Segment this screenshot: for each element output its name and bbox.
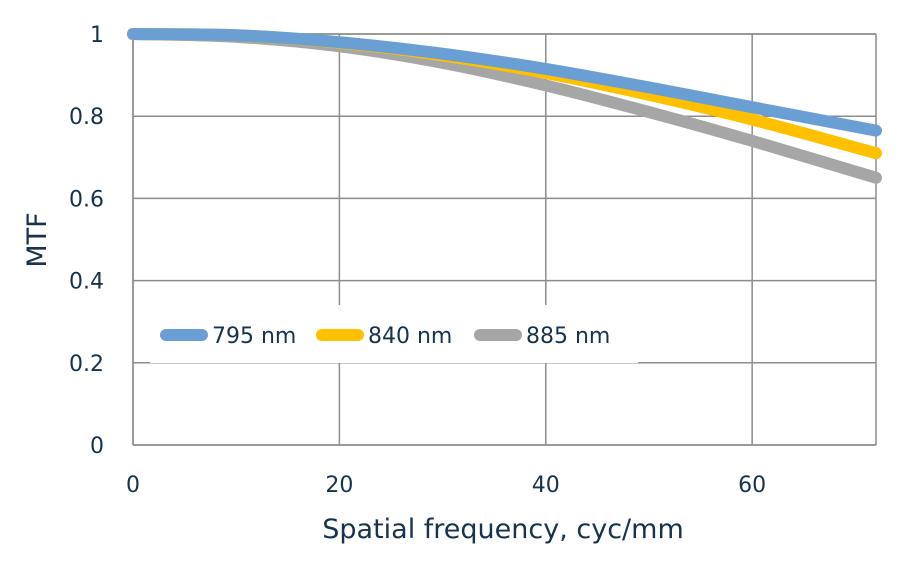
y-tick-labels: 0 0.2 0.4 0.6 0.8 1 [69,23,104,459]
series-line-795-nm [127,28,882,137]
x-tick-label-1: 20 [325,473,353,498]
y-tick-label-4: 0.8 [69,105,104,130]
x-tick-label-0: 0 [126,473,140,498]
x-tick-label-3: 60 [738,473,766,498]
legend-background [150,305,638,363]
legend: 795 nm 840 nm 885 nm [150,305,638,363]
y-tick-label-0: 0 [90,434,104,459]
legend-label-885-nm: 885 nm [526,324,610,349]
legend-label-840-nm: 840 nm [368,324,452,349]
x-tick-labels: 0 20 40 60 [126,473,766,498]
y-tick-label-3: 0.6 [69,187,104,212]
x-axis-title: Spatial frequency, cyc/mm [322,514,684,545]
series-lines [127,28,882,184]
plot-frame [132,33,877,446]
y-tick-label-2: 0.4 [69,270,104,295]
legend-label-795-nm: 795 nm [212,324,296,349]
y-tick-label-5: 1 [90,23,104,48]
y-axis-title: MTF [22,212,53,267]
y-tick-label-1: 0.2 [69,352,104,377]
x-tick-label-2: 40 [532,473,560,498]
